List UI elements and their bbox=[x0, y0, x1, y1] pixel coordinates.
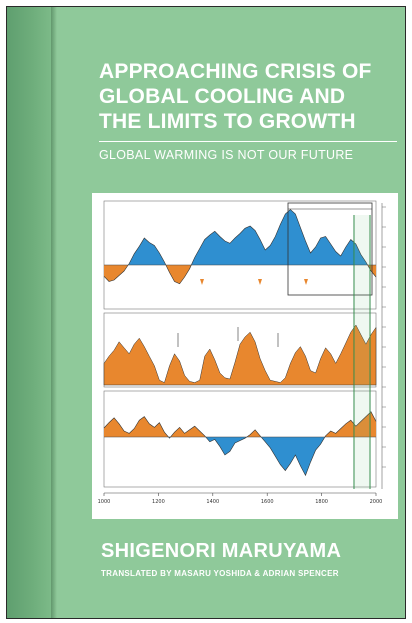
top-panel-area-positive bbox=[104, 209, 376, 265]
cover-figure: 1000 1200 1400 1600 1800 2000 bbox=[92, 193, 398, 519]
x-tick-label: 1000 bbox=[98, 499, 111, 505]
x-tick-label: 1400 bbox=[206, 499, 219, 505]
book-title: APPROACHING CRISIS OF GLOBAL COOLING AND… bbox=[99, 59, 399, 134]
bottom-panel-line bbox=[103, 411, 377, 477]
book-spine bbox=[7, 7, 51, 618]
title-divider bbox=[99, 141, 397, 142]
title-line-2: GLOBAL COOLING AND bbox=[99, 85, 346, 108]
x-tick-label: 1800 bbox=[315, 499, 328, 505]
title-line-1: APPROACHING CRISIS OF bbox=[99, 60, 372, 83]
top-panel-inset-box bbox=[287, 202, 373, 296]
top-panel-marker-1 bbox=[200, 279, 204, 285]
title-line-3: THE LIMITS TO GROWTH bbox=[99, 110, 356, 133]
top-panel-area-negative bbox=[104, 265, 376, 284]
top-panel-frame bbox=[103, 200, 377, 310]
middle-panel-area bbox=[103, 324, 377, 386]
bottom-panel-frame bbox=[103, 390, 377, 488]
top-panel-marker-2 bbox=[258, 279, 262, 285]
x-tick-label: 1600 bbox=[261, 499, 274, 505]
top-panel-line bbox=[103, 209, 377, 285]
book-cover: APPROACHING CRISIS OF GLOBAL COOLING AND… bbox=[6, 6, 406, 619]
x-tick-label: 1200 bbox=[152, 499, 165, 505]
bottom-panel-area-positive bbox=[104, 411, 376, 437]
author-name: SHIGENORI MARUYAMA bbox=[101, 540, 342, 562]
translator-credit: TRANSLATED BY MASARU YOSHIDA & ADRIAN SP… bbox=[101, 569, 339, 578]
spine-shadow bbox=[51, 7, 57, 618]
x-tick-label: 2000 bbox=[370, 499, 383, 505]
climate-proxy-figure: 1000 1200 1400 1600 1800 2000 bbox=[98, 200, 386, 505]
book-subtitle: GLOBAL WARMING IS NOT OUR FUTURE bbox=[99, 148, 354, 162]
bottom-panel-area-negative bbox=[104, 437, 376, 476]
top-panel-marker-3 bbox=[304, 279, 308, 285]
highlight-band bbox=[354, 215, 370, 489]
